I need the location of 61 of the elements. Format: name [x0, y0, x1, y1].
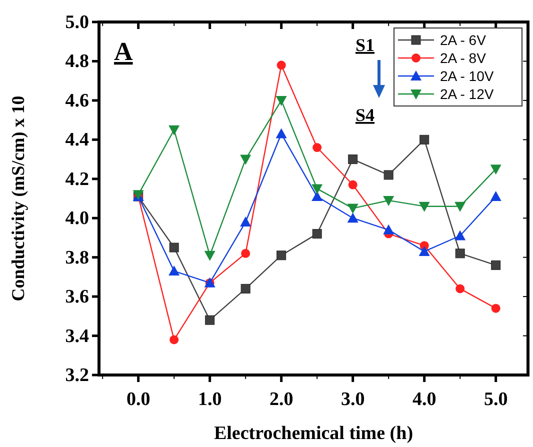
point	[312, 191, 323, 202]
y-tick-label: 3.8	[65, 247, 89, 268]
point	[455, 248, 465, 258]
point	[276, 96, 287, 106]
point	[169, 242, 179, 252]
point	[312, 229, 322, 239]
point	[312, 143, 322, 152]
x-tick-label: 1.0	[198, 389, 222, 410]
annotation: S4	[355, 105, 375, 125]
y-tick-label: 4.4	[65, 130, 90, 151]
x-tick-label: 2.0	[269, 389, 294, 410]
legend-label: 2A - 10V	[440, 68, 494, 84]
point	[418, 246, 430, 256]
point	[205, 315, 215, 325]
x-axis-title: Electrochemical time (h)	[214, 423, 414, 444]
y-axis-title: Conductivity (mS/cm) x 10	[8, 96, 28, 302]
y-tick-label: 4.0	[65, 208, 89, 230]
x-tick-label: 4.0	[412, 389, 436, 410]
y-tick-label: 4.2	[65, 168, 89, 190]
point	[276, 128, 287, 138]
point	[276, 60, 286, 70]
annotation: S1	[355, 35, 375, 55]
point	[384, 170, 394, 180]
legend-label: 2A - 8V	[440, 50, 487, 66]
point	[456, 284, 465, 294]
point	[276, 250, 286, 260]
point	[240, 154, 252, 165]
y-tick-label: 5.0	[65, 12, 89, 33]
point	[491, 260, 501, 270]
point	[347, 204, 358, 214]
y-tick-label: 3.4	[65, 326, 90, 347]
point	[240, 216, 252, 227]
point	[383, 224, 394, 234]
point	[490, 191, 502, 202]
point	[420, 134, 430, 144]
legend-label: 2A - 6V	[440, 32, 487, 48]
y-tick-label: 4.6	[65, 90, 89, 112]
point	[312, 184, 323, 194]
y-tick-label: 3.2	[65, 365, 89, 386]
point	[168, 125, 180, 136]
point	[204, 250, 216, 261]
point	[348, 180, 358, 190]
legend-label: 2A - 12V	[440, 86, 494, 102]
point	[168, 266, 180, 276]
point	[454, 230, 466, 240]
point	[347, 212, 358, 223]
y-tick-label: 3.6	[65, 286, 89, 308]
x-tick-label: 0.0	[126, 389, 150, 410]
point	[418, 202, 430, 212]
x-tick-label: 3.0	[340, 389, 365, 410]
point	[490, 164, 502, 175]
x-tick-label: 5.0	[484, 389, 508, 410]
point	[348, 154, 358, 164]
annotation: A	[114, 37, 133, 66]
point	[491, 304, 500, 313]
y-tick-label: 4.8	[65, 51, 89, 72]
point	[383, 196, 394, 206]
point	[170, 335, 179, 344]
point	[240, 284, 250, 294]
point	[241, 248, 250, 258]
point	[454, 202, 466, 212]
